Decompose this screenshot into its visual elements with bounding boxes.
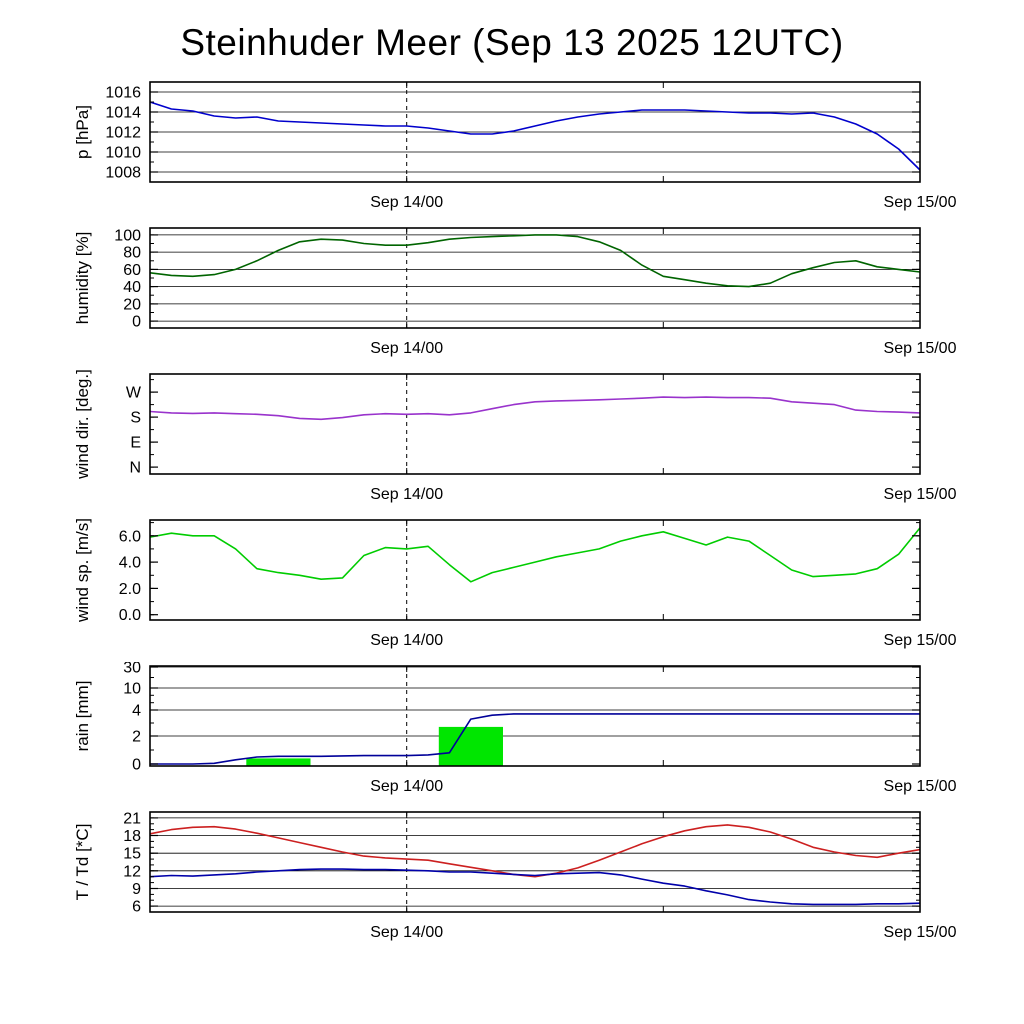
y-tick-label: 1016 [105, 85, 141, 102]
y-axis-label: T / Td [*C] [73, 824, 92, 901]
y-tick-label: N [129, 460, 141, 477]
x-tick-label: Sep 15/00 [884, 486, 957, 503]
panel-frame [149, 811, 921, 913]
y-tick-label: 0 [132, 314, 141, 331]
x-tick-label: Sep 15/00 [884, 924, 957, 941]
y-axis-label: wind sp. [m/s] [73, 518, 92, 623]
y-tick-label: 40 [123, 279, 141, 296]
y-tick-label: 1008 [105, 165, 141, 182]
accumulated-rain-line [150, 713, 920, 765]
dewpoint-line [149, 868, 921, 906]
y-tick-label: 21 [123, 810, 141, 827]
x-tick-label: Sep 14/00 [370, 778, 443, 795]
wind-speed-panel-chart: 0.0 2.0 4.0 6.0 Sep 14/00 Sep 15/00 wind sp. [… [73, 518, 957, 649]
temperature-line [149, 824, 921, 878]
rain-bar [438, 726, 503, 766]
y-axis-label: rain [mm] [73, 681, 92, 752]
y-axis-label: humidity [%] [73, 232, 92, 325]
y-tick-label: S [130, 410, 141, 427]
y-tick-label: 20 [123, 296, 141, 313]
y-tick-label: 2.0 [119, 581, 141, 598]
pressure-panel-chart: 1008 1010 1012 1014 1016 Sep 14/00 Sep 15/00 p … [73, 81, 957, 211]
x-tick-label: Sep 14/00 [370, 924, 443, 941]
y-tick-label: 0.0 [119, 607, 141, 624]
rain-bar [246, 758, 311, 766]
humidity-line [149, 234, 921, 288]
y-tick-label: 30 [123, 662, 141, 677]
wind-speed-line [149, 527, 921, 583]
panels-container: 1008 1010 1012 1014 1016 Sep 14/00 Sep 15/00 p … [0, 78, 1024, 954]
y-tick-label: 100 [114, 227, 141, 244]
y-tick-label: 1014 [105, 105, 141, 122]
y-tick-label: 4 [132, 703, 141, 720]
y-tick-label: 10 [123, 681, 141, 698]
x-tick-label: Sep 14/00 [370, 194, 443, 211]
x-tick-label: Sep 15/00 [884, 340, 957, 357]
meteogram-figure: Steinhuder Meer (Sep 13 2025 12UTC) 1008… [0, 22, 1024, 954]
x-tick-label: Sep 14/00 [370, 340, 443, 357]
y-tick-label: 80 [123, 245, 141, 262]
y-tick-label: E [130, 435, 141, 452]
wind-direction-line [149, 396, 921, 421]
chart-title: Steinhuder Meer (Sep 13 2025 12UTC) [180, 22, 844, 63]
x-tick-label: Sep 14/00 [370, 632, 443, 649]
y-tick-label: 1012 [105, 125, 141, 142]
panel-frame [149, 227, 921, 329]
y-tick-label: 9 [132, 881, 141, 898]
y-tick-label: 4.0 [119, 555, 141, 572]
panel-frame [149, 373, 921, 475]
y-tick-label: 15 [123, 846, 141, 863]
y-axis-label: p [hPa] [73, 105, 92, 159]
x-tick-label: Sep 14/00 [370, 486, 443, 503]
y-tick-label: W [126, 385, 142, 402]
y-tick-label: 1010 [105, 145, 141, 162]
panel-frame [149, 665, 921, 767]
y-tick-label: 0 [132, 757, 141, 774]
pressure-line [149, 101, 921, 171]
panel-frame [149, 519, 921, 621]
y-tick-label: 12 [123, 863, 141, 880]
y-tick-label: 18 [123, 828, 141, 845]
y-axis-label: wind dir. [deg.] [73, 370, 92, 480]
rain-panel-chart: 0 2 4 10 30 Sep 14/00 Sep 15/00 rain [mm] [73, 662, 957, 795]
y-tick-label: 6.0 [119, 528, 141, 545]
x-tick-label: Sep 15/00 [884, 778, 957, 795]
y-tick-label: 60 [123, 262, 141, 279]
x-tick-label: Sep 15/00 [884, 194, 957, 211]
x-tick-label: Sep 15/00 [884, 632, 957, 649]
y-tick-label: 6 [132, 899, 141, 916]
y-tick-label: 2 [132, 729, 141, 746]
